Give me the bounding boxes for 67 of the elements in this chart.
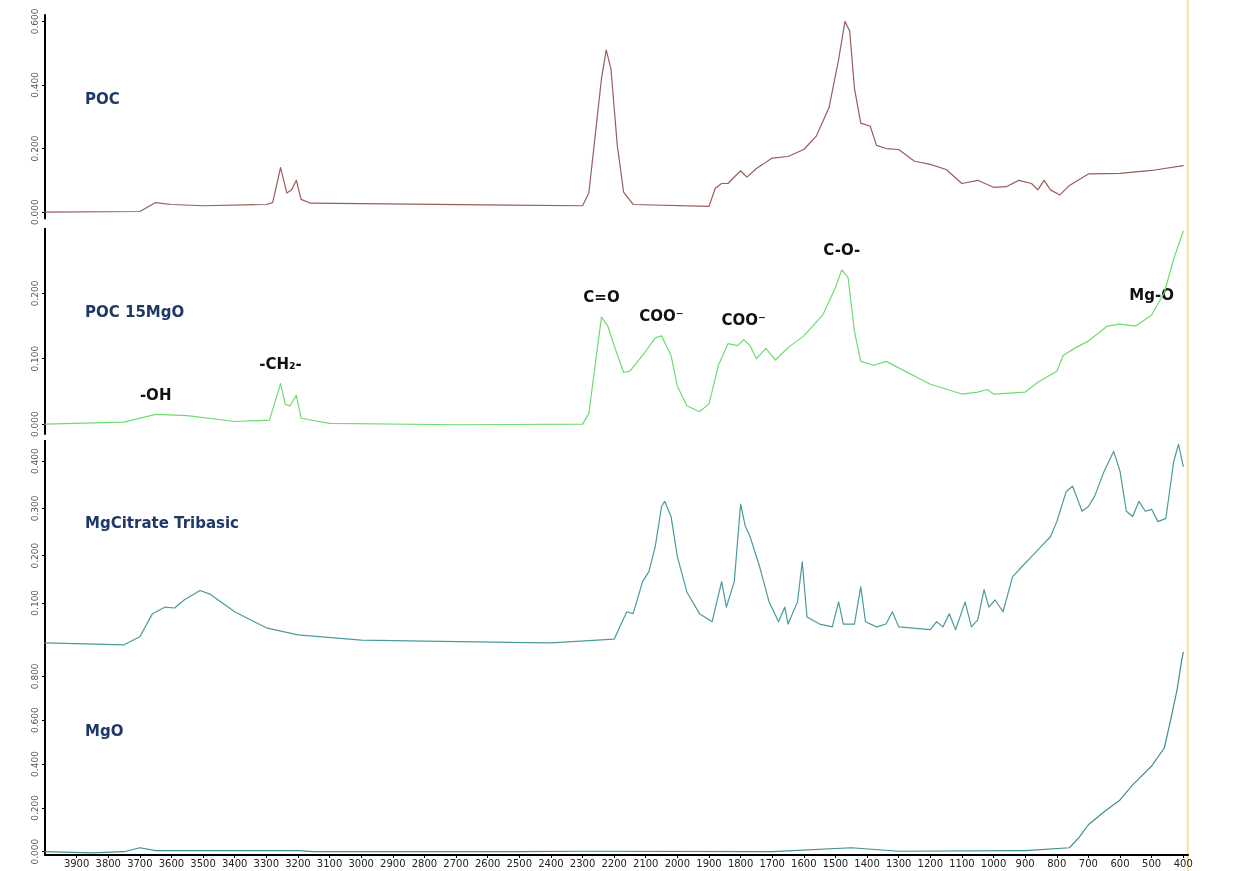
x-tick-label: 3500 — [190, 857, 216, 869]
line-series — [44, 20, 1184, 213]
annotation: -OH — [139, 385, 172, 404]
annotation: COO⁻ — [721, 311, 766, 330]
y-tick-label: 0.200 — [29, 794, 40, 821]
x-tick-label: 1200 — [917, 857, 944, 869]
annotation: Mg-O — [1129, 286, 1174, 305]
x-tick-label: 1000 — [980, 857, 1007, 869]
x-tick-label: 2800 — [411, 857, 438, 869]
x-tick-label: 1700 — [759, 857, 785, 869]
text: POC — [85, 90, 120, 109]
annotation: -CH₂- — [259, 355, 302, 374]
line-series — [44, 443, 1184, 646]
x-tick-label: 3100 — [316, 857, 343, 869]
x-tick-label: 2300 — [569, 857, 596, 869]
y-tick-label: 0.600 — [29, 707, 40, 734]
x-tick-label: 800 — [1047, 857, 1067, 869]
x-tick-label: 3200 — [285, 857, 311, 869]
x-tick-label: 2400 — [538, 857, 564, 869]
x-tick-label: 500 — [1142, 857, 1162, 869]
y-tick-label: 0.000 — [29, 410, 40, 437]
x-tick-label: 1500 — [822, 857, 849, 869]
x-tick-label: 3000 — [348, 857, 374, 869]
y-tick-label: 0.300 — [29, 495, 40, 522]
y-tick-label: 0.400 — [29, 750, 40, 777]
text: MgO — [85, 722, 124, 741]
x-tick-label: 400 — [1173, 857, 1193, 869]
y-tick-label: 0.100 — [29, 345, 40, 372]
y-tick-label: 0.400 — [29, 448, 40, 475]
y-tick-label: 0.400 — [29, 71, 40, 98]
annotation: C-O- — [823, 241, 861, 260]
x-tick-label: 1100 — [949, 857, 975, 869]
x-tick-label: 2700 — [443, 857, 469, 869]
x-tick-label: 2600 — [474, 857, 501, 869]
x-tick-label: 600 — [1110, 857, 1130, 869]
y-tick-label: 0.800 — [29, 663, 40, 690]
x-tick-label: 1400 — [854, 857, 880, 869]
x-tick-label: 900 — [1015, 857, 1035, 869]
y-tick-label: 0.100 — [29, 589, 40, 616]
y-tick-label: 0.200 — [29, 542, 40, 569]
x-tick-label: 1600 — [791, 857, 817, 869]
x-tick-label: 3300 — [253, 857, 280, 869]
x-tick-label: 3700 — [127, 857, 153, 869]
annotation: C=O — [583, 288, 620, 307]
x-tick-label: 2200 — [601, 857, 627, 869]
text: POC 15MgO — [85, 302, 185, 321]
x-tick-label: 700 — [1078, 857, 1098, 869]
y-tick-label: 0.200 — [29, 135, 40, 162]
text: MgCitrate Tribasic — [85, 514, 240, 533]
x-tick-label: 1800 — [727, 857, 754, 869]
x-tick-label: 1900 — [696, 857, 722, 869]
line-series — [44, 651, 1184, 854]
x-tick-label: 2500 — [506, 857, 532, 869]
annotation: COO⁻ — [639, 307, 684, 326]
x-tick-label: 3900 — [63, 857, 90, 869]
y-tick-label: 0.000 — [29, 838, 40, 865]
line-series — [44, 230, 1184, 426]
x-tick-label: 2000 — [664, 857, 691, 869]
x-tick-label: 2100 — [633, 857, 659, 869]
x-tick-label: 3400 — [221, 857, 248, 869]
x-tick-label: 3800 — [95, 857, 121, 869]
y-tick-label: 0.200 — [29, 280, 40, 307]
x-tick-label: 1300 — [885, 857, 912, 869]
y-tick-label: 0.000 — [29, 198, 40, 225]
x-tick-label: 2900 — [380, 857, 406, 869]
y-tick-label: 0.600 — [29, 8, 40, 35]
x-tick-label: 3600 — [158, 857, 185, 869]
